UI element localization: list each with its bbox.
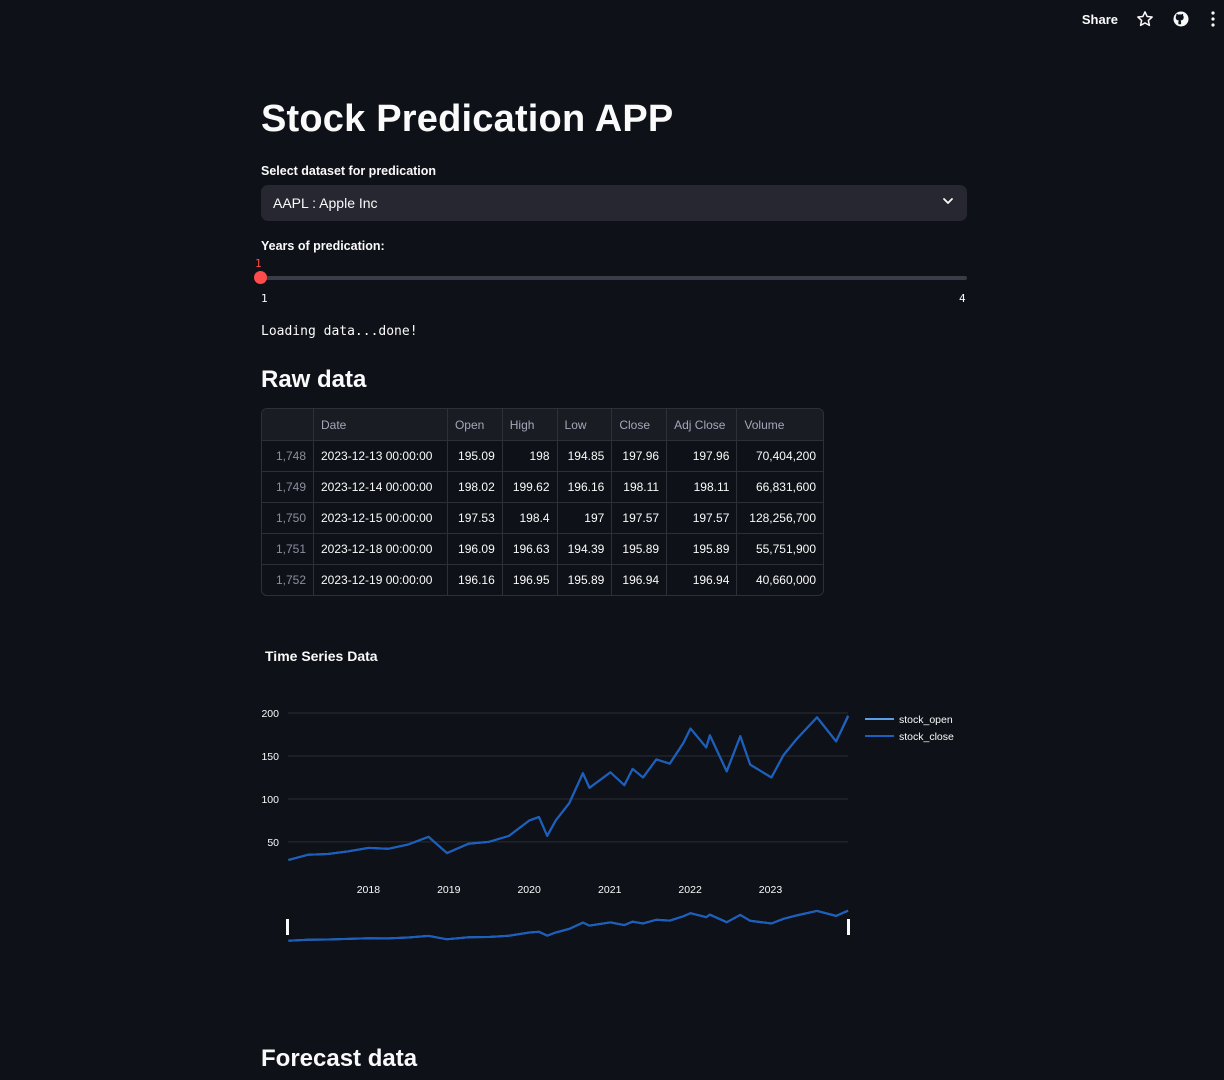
table-cell: 197 [557,502,613,534]
table-cell: 196.16 [557,471,613,503]
table-cell: 198.11 [611,471,668,503]
table-cell: 198.02 [447,471,503,503]
row-index-cell: 1,748 [262,440,314,472]
y-tick-label: 200 [261,708,279,720]
table-header-row: Date Open High Low Close Adj Close Volum… [262,409,823,441]
table-cell: 55,751,900 [736,533,823,565]
table-cell: 2023-12-13 00:00:00 [313,440,448,472]
slider-min-label: 1 [261,292,268,305]
table-cell: 197.57 [666,502,738,534]
raw-data-heading: Raw data [261,366,367,393]
row-index-cell: 1,749 [262,471,314,503]
time-series-chart[interactable]: 50 100 150 200 2018 2019 2020 2021 2022 2023 stock… [0,0,1224,1000]
column-header[interactable]: Volume [736,409,823,441]
table-cell: 2023-12-14 00:00:00 [313,471,448,503]
legend-label: stock_open [899,714,953,726]
column-header[interactable]: Date [313,409,448,441]
table-row[interactable]: 1,748 2023-12-13 00:00:00 195.09 198 194.85 1… [262,440,823,472]
page-title: Stock Predication APP [261,98,674,140]
loading-status: Loading data...done! [261,324,418,339]
column-header[interactable]: Low [557,409,613,441]
y-tick-label: 50 [267,837,279,849]
table-cell: 197.57 [611,502,668,534]
chevron-down-icon [941,194,955,213]
years-slider-label: Years of predication: [261,239,385,253]
star-icon[interactable] [1136,10,1154,28]
x-tick-label: 2019 [437,884,461,896]
toolbar: Share [1082,8,1224,30]
range-slider-handle-right [847,919,850,935]
github-icon[interactable] [1172,10,1190,28]
table-cell: 128,256,700 [736,502,823,534]
row-index-cell: 1,752 [262,564,314,595]
table-cell: 195.09 [447,440,503,472]
table-row[interactable]: 1,751 2023-12-18 00:00:00 196.09 196.63 194.… [262,533,823,565]
table-cell: 66,831,600 [736,471,823,503]
years-slider-track[interactable] [261,276,967,280]
dataset-select-value: AAPL : Apple Inc [273,195,378,211]
column-header[interactable] [262,409,314,441]
table-cell: 197.96 [611,440,668,472]
y-tick-label: 150 [261,751,279,763]
table-row[interactable]: 1,750 2023-12-15 00:00:00 197.53 198.4 197 19… [262,502,823,534]
table-cell: 2023-12-19 00:00:00 [313,564,448,595]
column-header[interactable]: High [502,409,558,441]
legend-label: stock_close [899,731,954,743]
range-slider-line-stock_open [288,909,849,942]
table-cell: 195.89 [666,533,738,565]
slider-max-label: 4 [959,292,966,305]
more-icon[interactable] [1208,10,1218,28]
table-cell: 40,660,000 [755,573,816,587]
x-tick-label: 2021 [598,884,622,896]
table-cell: 2023-12-18 00:00:00 [313,533,448,565]
row-index-cell: 1,751 [262,533,314,565]
table-cell: 199.62 [502,471,558,503]
table-cell: 70,404,200 [736,440,823,472]
forecast-heading: Forecast data [261,1045,418,1072]
table-cell: 196.95 [502,564,558,595]
column-header[interactable]: Open [447,409,503,441]
table-cell: 198.4 [502,502,558,534]
table-cell: 198 [502,440,558,472]
table-cell: 195.89 [557,564,613,595]
dataset-select-label: Select dataset for predication [261,164,437,178]
table-cell: 196.94 [666,564,738,595]
range-slider-handle-left [286,919,289,935]
table-cell: 198.11 [666,471,738,503]
table-cell: 194.85 [557,440,613,472]
x-tick-label: 2023 [759,884,783,896]
years-slider-thumb[interactable] [254,271,267,284]
series-line-stock_open [288,715,849,861]
row-index-cell: 1,750 [262,502,314,534]
column-header[interactable]: Close [611,409,668,441]
x-tick-label: 2020 [517,884,541,896]
table-row[interactable]: 1,752 2023-12-19 00:00:00 196.16 196.95 195.… [262,564,823,595]
series-line-stock_close [288,715,849,861]
range-slider-line-stock_close [288,909,849,942]
share-button[interactable]: Share [1081,11,1118,27]
table-cell: 196.63 [502,533,558,565]
chart-title: Time Series Data [265,648,378,664]
raw-data-table[interactable]: Date Open High Low Close Adj Close Volum… [261,408,824,596]
table-row[interactable]: 1,749 2023-12-14 00:00:00 198.02 199.62 196.… [262,471,823,503]
x-tick-label: 2022 [678,884,702,896]
table-cell: 196.94 [611,564,668,595]
y-tick-label: 100 [261,794,279,806]
dataset-select[interactable]: AAPL : Apple Inc [261,185,967,221]
table-cell: 195.89 [611,533,668,565]
table-cell: 196.09 [447,533,503,565]
column-header[interactable]: Adj Close [666,409,738,441]
table-cell: 197.96 [666,440,738,472]
table-cell: 2023-12-15 00:00:00 [313,502,448,534]
table-cell: 194.39 [557,533,613,565]
x-tick-label: 2018 [357,884,381,896]
slider-current-value: 1 [255,257,262,270]
table-cell: 196.16 [447,564,503,595]
table-cell: 197.53 [447,502,503,534]
